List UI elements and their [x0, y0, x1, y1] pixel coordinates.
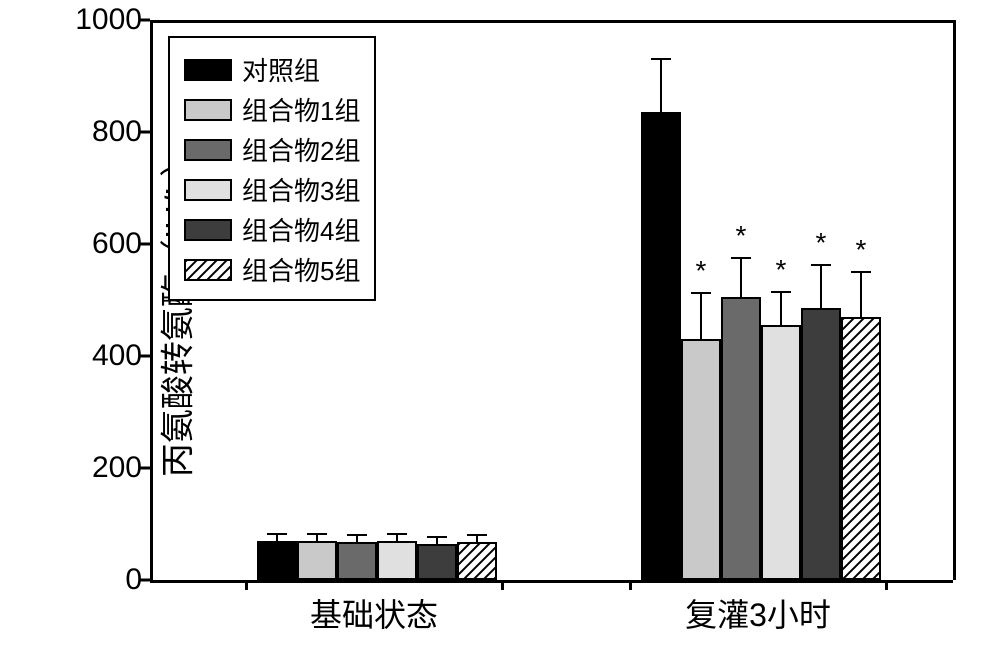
legend-label: 组合物5组: [242, 251, 360, 288]
x-category-label: 复灌3小时: [685, 590, 831, 636]
legend-swatch: [184, 99, 232, 121]
legend-label: 组合物2组: [242, 131, 360, 168]
significance-marker: *: [816, 227, 827, 259]
error-cap: [771, 291, 791, 293]
significance-marker: *: [736, 220, 747, 252]
error-cap: [467, 534, 487, 536]
error-cap: [387, 533, 407, 535]
legend-item: 对照组: [184, 51, 360, 88]
y-tick-mark: [140, 131, 150, 134]
error-cap: [651, 58, 671, 60]
error-bar: [356, 535, 358, 542]
y-tick-label: 200: [92, 451, 142, 485]
x-tick-mark: [501, 580, 504, 590]
legend-label: 组合物3组: [242, 171, 360, 208]
legend-swatch: [184, 259, 232, 281]
bar: [417, 544, 457, 580]
legend-item: 组合物5组: [184, 251, 360, 288]
error-cap: [347, 534, 367, 536]
legend-label: 组合物4组: [242, 211, 360, 248]
error-bar: [820, 265, 822, 309]
legend-label: 对照组: [242, 51, 320, 88]
error-bar: [700, 293, 702, 339]
legend-swatch: [184, 219, 232, 241]
legend-item: 组合物3组: [184, 171, 360, 208]
bar: [337, 542, 377, 580]
error-cap: [427, 536, 447, 538]
bar: [761, 325, 801, 580]
chart-container: 丙氨酸转氨酶（IU/L） *****: [0, 0, 1000, 672]
significance-marker: *: [776, 254, 787, 286]
error-bar: [476, 535, 478, 542]
error-bar: [740, 258, 742, 297]
bar: [681, 339, 721, 580]
y-tick-label: 600: [92, 227, 142, 261]
legend-label: 组合物1组: [242, 91, 360, 128]
y-tick-label: 1000: [75, 3, 142, 37]
bar: [457, 542, 497, 580]
y-tick-label: 800: [92, 115, 142, 149]
significance-marker: *: [856, 234, 867, 266]
error-cap: [307, 533, 327, 535]
error-bar: [860, 272, 862, 317]
y-tick-mark: [140, 355, 150, 358]
error-bar: [276, 534, 278, 541]
bar: [257, 541, 297, 580]
legend-item: 组合物4组: [184, 211, 360, 248]
error-bar: [396, 534, 398, 541]
bar: [641, 112, 681, 580]
legend-swatch: [184, 139, 232, 161]
error-cap: [811, 264, 831, 266]
error-bar: [660, 59, 662, 112]
bar: [377, 541, 417, 580]
x-tick-mark: [245, 580, 248, 590]
y-tick-mark: [140, 19, 150, 22]
y-tick-mark: [140, 467, 150, 470]
error-bar: [316, 534, 318, 541]
y-tick-label: 400: [92, 339, 142, 373]
legend-item: 组合物2组: [184, 131, 360, 168]
bar: [297, 541, 337, 580]
legend: 对照组组合物1组组合物2组组合物3组组合物4组组合物5组: [168, 36, 376, 301]
error-cap: [731, 257, 751, 259]
legend-item: 组合物1组: [184, 91, 360, 128]
bar: [801, 308, 841, 580]
y-tick-mark: [140, 243, 150, 246]
error-cap: [267, 533, 287, 535]
error-cap: [691, 292, 711, 294]
legend-swatch: [184, 59, 232, 81]
error-cap: [851, 271, 871, 273]
x-tick-mark: [629, 580, 632, 590]
error-bar: [780, 292, 782, 326]
bar: [841, 317, 881, 580]
bar: [721, 297, 761, 580]
error-bar: [436, 537, 438, 544]
y-tick-mark: [140, 579, 150, 582]
legend-swatch: [184, 179, 232, 201]
x-category-label: 基础状态: [310, 590, 438, 636]
significance-marker: *: [696, 255, 707, 287]
x-tick-mark: [885, 580, 888, 590]
